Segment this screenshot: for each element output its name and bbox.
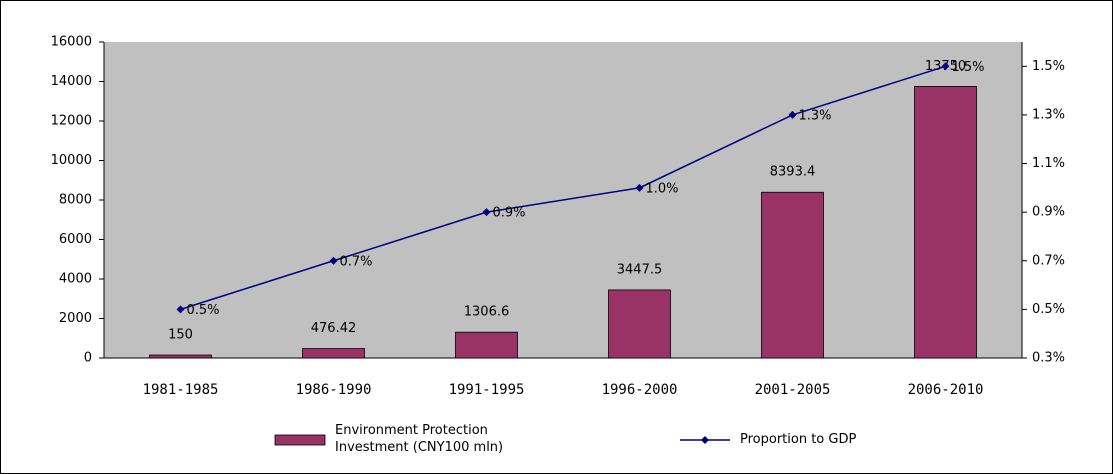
line-value-label: 1.3% <box>799 108 832 123</box>
y2-tick-label: 0.7% <box>1032 253 1065 268</box>
y-tick-label: 16000 <box>51 35 92 50</box>
y-tick-label: 14000 <box>51 74 92 89</box>
bar <box>149 354 212 359</box>
bar <box>608 289 671 359</box>
bar-value-label: 150 <box>168 328 193 343</box>
y2-tick-label: 0.3% <box>1032 351 1065 366</box>
legend-marker <box>701 436 709 444</box>
line-marker <box>941 62 950 71</box>
x-tick-label: 1981-1985 <box>143 382 219 398</box>
line-marker <box>788 110 797 119</box>
y2-tick-label: 1.3% <box>1032 107 1065 122</box>
bar-value-label: 476.42 <box>311 321 357 336</box>
y-tick-label: 2000 <box>59 311 92 326</box>
x-tick-label: 1986-1990 <box>296 382 372 398</box>
line-marker <box>635 183 644 192</box>
line-value-label: 1.5% <box>952 60 985 75</box>
line-marker <box>176 305 185 314</box>
line-value-label: 1.0% <box>646 181 679 196</box>
y-tick-label: 4000 <box>59 272 92 287</box>
y2-tick-label: 1.5% <box>1032 59 1065 74</box>
y-tick-label: 10000 <box>51 153 92 168</box>
y2-tick-label: 1.1% <box>1032 156 1065 171</box>
line-marker <box>329 256 338 265</box>
line-marker <box>482 208 491 217</box>
x-tick-label: 1996-2000 <box>602 382 678 398</box>
line <box>180 65 946 311</box>
x-tick-label: 1991-1995 <box>449 382 525 398</box>
y-tick-label: 12000 <box>51 114 92 129</box>
bar-value-label: 8393.4 <box>770 165 816 180</box>
bar <box>302 348 365 359</box>
legend-label: Proportion to GDP <box>740 432 857 447</box>
bar-value-label: 1306.6 <box>464 305 510 320</box>
y-tick-label: 6000 <box>59 232 92 247</box>
bar <box>914 86 977 359</box>
y2-tick-label: 0.5% <box>1032 302 1065 317</box>
legend-swatch <box>274 434 326 446</box>
bar <box>761 191 824 359</box>
x-tick-label: 2001-2005 <box>755 382 831 398</box>
y-tick-label: 0 <box>84 351 92 366</box>
legend-label: Environment Protection Investment (CNY10… <box>335 423 504 455</box>
line-value-label: 0.5% <box>187 303 220 318</box>
x-tick-label: 2006-2010 <box>908 382 984 398</box>
bar-value-label: 3447.5 <box>617 262 663 277</box>
line-value-label: 0.7% <box>340 254 373 269</box>
line-value-label: 0.9% <box>493 206 526 221</box>
bar <box>455 331 518 359</box>
y2-tick-label: 0.9% <box>1032 205 1065 220</box>
y-tick-label: 8000 <box>59 193 92 208</box>
